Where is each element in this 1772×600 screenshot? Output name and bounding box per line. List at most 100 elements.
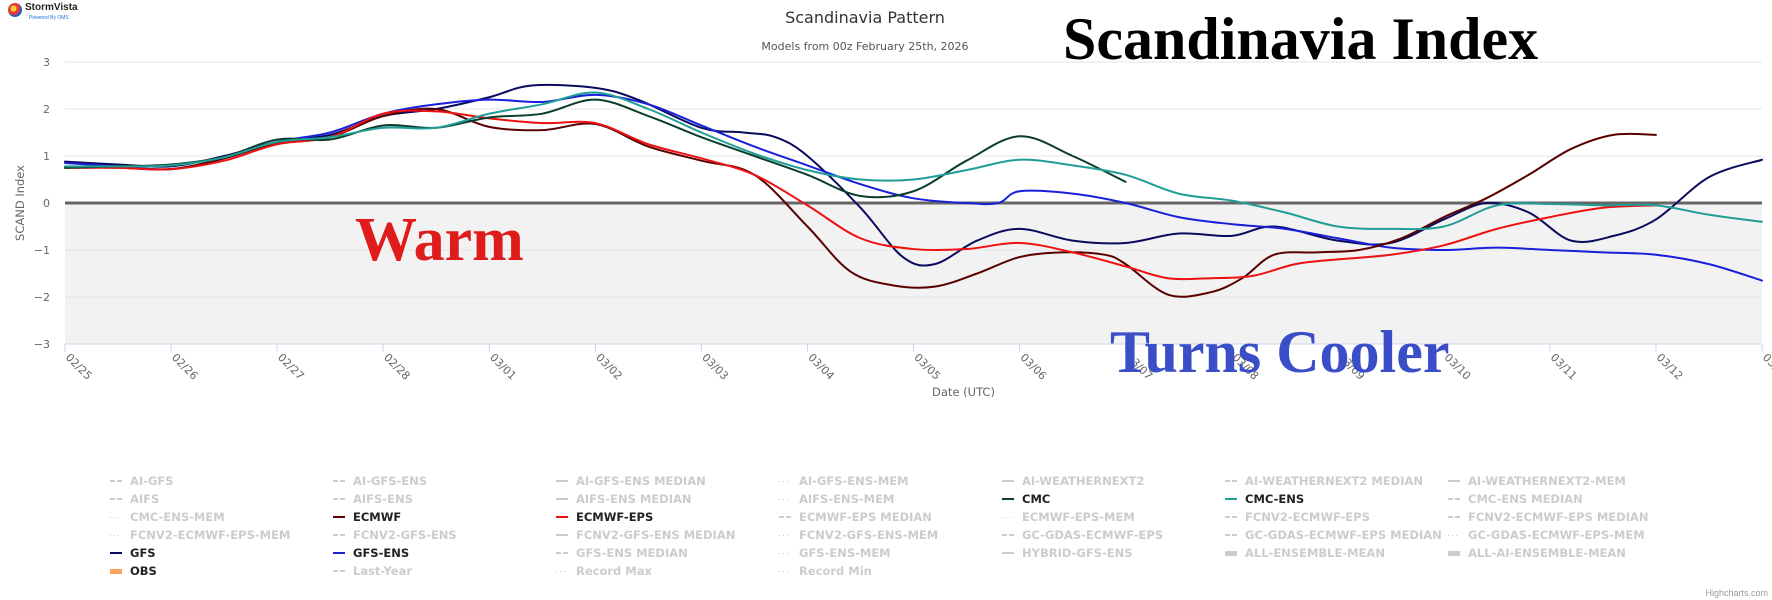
legend-item-ai-gfs-ens[interactable]: AI-GFS-ENS	[333, 472, 556, 490]
legend-label: ECMWF-EPS	[576, 510, 654, 524]
legend-item-all-ensemble-mean[interactable]: ALL-ENSEMBLE-MEAN	[1225, 544, 1448, 562]
legend-label: OBS	[130, 564, 157, 578]
chart-title: Scandinavia Pattern	[785, 8, 945, 27]
x-tick-label: 03/02	[593, 351, 625, 383]
legend-item-cmc[interactable]: CMC	[1002, 490, 1225, 508]
legend-item-hybrid-gfs-ens[interactable]: HYBRID-GFS-ENS	[1002, 544, 1225, 562]
legend-symbol-cmc-ens	[1225, 498, 1237, 500]
legend-label: HYBRID-GFS-ENS	[1022, 546, 1133, 560]
legend-symbol-cmc-ens-median	[1448, 498, 1460, 500]
legend-item-gfs-ens[interactable]: GFS-ENS	[333, 544, 556, 562]
legend-item-ai-gfs[interactable]: AI-GFS	[110, 472, 333, 490]
legend-item-ai-weathernext2-mem[interactable]: AI-WEATHERNEXT2-MEM	[1448, 472, 1671, 490]
highcharts-credits[interactable]: Highcharts.com	[1705, 588, 1768, 598]
legend-label: AI-WEATHERNEXT2	[1022, 474, 1145, 488]
legend-label: CMC-ENS MEDIAN	[1468, 492, 1583, 506]
legend-item-aifs[interactable]: AIFS	[110, 490, 333, 508]
legend-label: AIFS-ENS	[353, 492, 413, 506]
legend-symbol-ai-weathernext2	[1002, 480, 1014, 482]
legend-item-all-ai-ensemble-mean[interactable]: ALL-AI-ENSEMBLE-MEAN	[1448, 544, 1671, 562]
legend-item-fcnv2-ecmwf-eps-mem[interactable]: FCNV2-ECMWF-EPS-MEM	[110, 526, 333, 544]
legend-item-ai-gfs-ens-median[interactable]: AI-GFS-ENS MEDIAN	[556, 472, 779, 490]
legend-item-cmc-ens[interactable]: CMC-ENS	[1225, 490, 1448, 508]
legend-item-ecmwf[interactable]: ECMWF	[333, 508, 556, 526]
legend-item-ecmwf-eps-median[interactable]: ECMWF-EPS MEDIAN	[779, 508, 1002, 526]
legend-label: ECMWF-EPS-MEM	[1022, 510, 1135, 524]
x-tick-label: 03/12	[1654, 351, 1686, 383]
series-line-cmc-ens	[64, 91, 1763, 231]
legend-symbol-aifs	[110, 498, 122, 500]
x-axis-title: Date (UTC)	[932, 385, 995, 399]
legend-item-gc-gdas-ecmwf-eps-median[interactable]: GC-GDAS-ECMWF-EPS MEDIAN	[1225, 526, 1448, 544]
legend-label: AI-GFS-ENS MEDIAN	[576, 474, 706, 488]
legend-symbol-gfs	[110, 552, 122, 554]
x-tick-label: 02/27	[275, 351, 307, 383]
legend-label: Last-Year	[353, 564, 413, 578]
legend-label: AIFS	[130, 492, 160, 506]
legend-item-gfs[interactable]: GFS	[110, 544, 333, 562]
legend-item-cmc-ens-mem[interactable]: CMC-ENS-MEM	[110, 508, 333, 526]
legend-item-record-max[interactable]: Record Max	[556, 562, 779, 580]
legend-item-aifs-ens-median[interactable]: AIFS-ENS MEDIAN	[556, 490, 779, 508]
y-axis-title: SCAND Index	[13, 165, 27, 241]
legend-symbol-gc-gdas-ecmwf-eps-median	[1225, 534, 1237, 536]
legend-item-last-year[interactable]: Last-Year	[333, 562, 556, 580]
legend-item-gfs-ens-mem[interactable]: GFS-ENS-MEM	[779, 544, 1002, 562]
x-tick-label: 02/28	[381, 351, 413, 383]
legend-symbol-ai-gfs-ens	[333, 480, 345, 482]
logo-name: StormVista	[25, 2, 78, 13]
x-tick-label: 03/03	[699, 351, 731, 383]
legend-symbol-ecmwf-eps-median	[779, 516, 791, 518]
y-tick-label: −2	[34, 291, 50, 304]
legend-label: AI-WEATHERNEXT2-MEM	[1468, 474, 1626, 488]
legend-label: AI-WEATHERNEXT2 MEDIAN	[1245, 474, 1424, 488]
legend-symbol-fcnv2-gfs-ens-median	[556, 534, 568, 536]
legend-symbol-ecmwf-eps	[556, 516, 568, 518]
legend-item-gc-gdas-ecmwf-eps-mem[interactable]: GC-GDAS-ECMWF-EPS-MEM	[1448, 526, 1671, 544]
legend-item-fcnv2-gfs-ens-mem[interactable]: FCNV2-GFS-ENS-MEM	[779, 526, 1002, 544]
legend-label: AI-GFS-ENS	[353, 474, 428, 488]
legend-item-gfs-ens-median[interactable]: GFS-ENS MEDIAN	[556, 544, 779, 562]
legend-item-ai-weathernext2[interactable]: AI-WEATHERNEXT2	[1002, 472, 1225, 490]
legend-label: GFS-ENS MEDIAN	[576, 546, 688, 560]
legend-item-fcnv2-ecmwf-eps[interactable]: FCNV2-ECMWF-EPS	[1225, 508, 1448, 526]
legend-item-cmc-ens-median[interactable]: CMC-ENS MEDIAN	[1448, 490, 1671, 508]
legend-label: FCNV2-ECMWF-EPS	[1245, 510, 1370, 524]
legend-item-ai-weathernext2-median[interactable]: AI-WEATHERNEXT2 MEDIAN	[1225, 472, 1448, 490]
legend-label: FCNV2-GFS-ENS	[353, 528, 457, 542]
legend-item-aifs-ens[interactable]: AIFS-ENS	[333, 490, 556, 508]
legend-item-fcnv2-gfs-ens[interactable]: FCNV2-GFS-ENS	[333, 526, 556, 544]
stormvista-logo[interactable]: StormVista Powered By OMS	[8, 3, 78, 23]
y-tick-label: −3	[34, 338, 50, 351]
x-tick-label: 02/26	[169, 351, 201, 383]
legend-label: AI-GFS	[130, 474, 174, 488]
logo-tagline: Powered By OMS	[29, 15, 69, 21]
legend-label: CMC	[1022, 492, 1051, 506]
legend-symbol-all-ensemble-mean	[1225, 550, 1237, 556]
legend-symbol-fcnv2-ecmwf-eps-mem	[110, 534, 122, 536]
y-tick-label: 2	[43, 103, 50, 116]
legend-item-ai-gfs-ens-mem[interactable]: AI-GFS-ENS-MEM	[779, 472, 1002, 490]
legend-label: ECMWF	[353, 510, 402, 524]
turns-cooler-annotation: Turns Cooler	[1110, 319, 1450, 385]
legend-label: AI-GFS-ENS-MEM	[799, 474, 909, 488]
legend-item-obs[interactable]: OBS	[110, 562, 333, 580]
legend-label: ALL-AI-ENSEMBLE-MEAN	[1468, 546, 1626, 560]
legend-item-gc-gdas-ecmwf-eps[interactable]: GC-GDAS-ECMWF-EPS	[1002, 526, 1225, 544]
legend-item-aifs-ens-mem[interactable]: AIFS-ENS-MEM	[779, 490, 1002, 508]
legend-symbol-hybrid-gfs-ens	[1002, 552, 1014, 554]
legend-symbol-ai-weathernext2-mem	[1448, 480, 1460, 482]
legend-item-ecmwf-eps-mem[interactable]: ECMWF-EPS-MEM	[1002, 508, 1225, 526]
legend-symbol-gfs-ens-median	[556, 552, 568, 554]
legend-item-fcnv2-ecmwf-eps-median[interactable]: FCNV2-ECMWF-EPS MEDIAN	[1448, 508, 1671, 526]
legend-symbol-aifs-ens-mem	[779, 498, 791, 500]
legend-symbol-cmc-ens-mem	[110, 516, 122, 518]
legend-item-ecmwf-eps[interactable]: ECMWF-EPS	[556, 508, 779, 526]
y-tick-label: 3	[43, 56, 50, 69]
x-tick-label: 03/13	[1760, 351, 1772, 383]
x-tick-label: 03/04	[805, 351, 837, 383]
warm-annotation: Warm	[355, 206, 524, 274]
legend-item-fcnv2-gfs-ens-median[interactable]: FCNV2-GFS-ENS MEDIAN	[556, 526, 779, 544]
legend-item-record-min[interactable]: Record Min	[779, 562, 1002, 580]
legend-symbol-obs	[110, 568, 122, 574]
